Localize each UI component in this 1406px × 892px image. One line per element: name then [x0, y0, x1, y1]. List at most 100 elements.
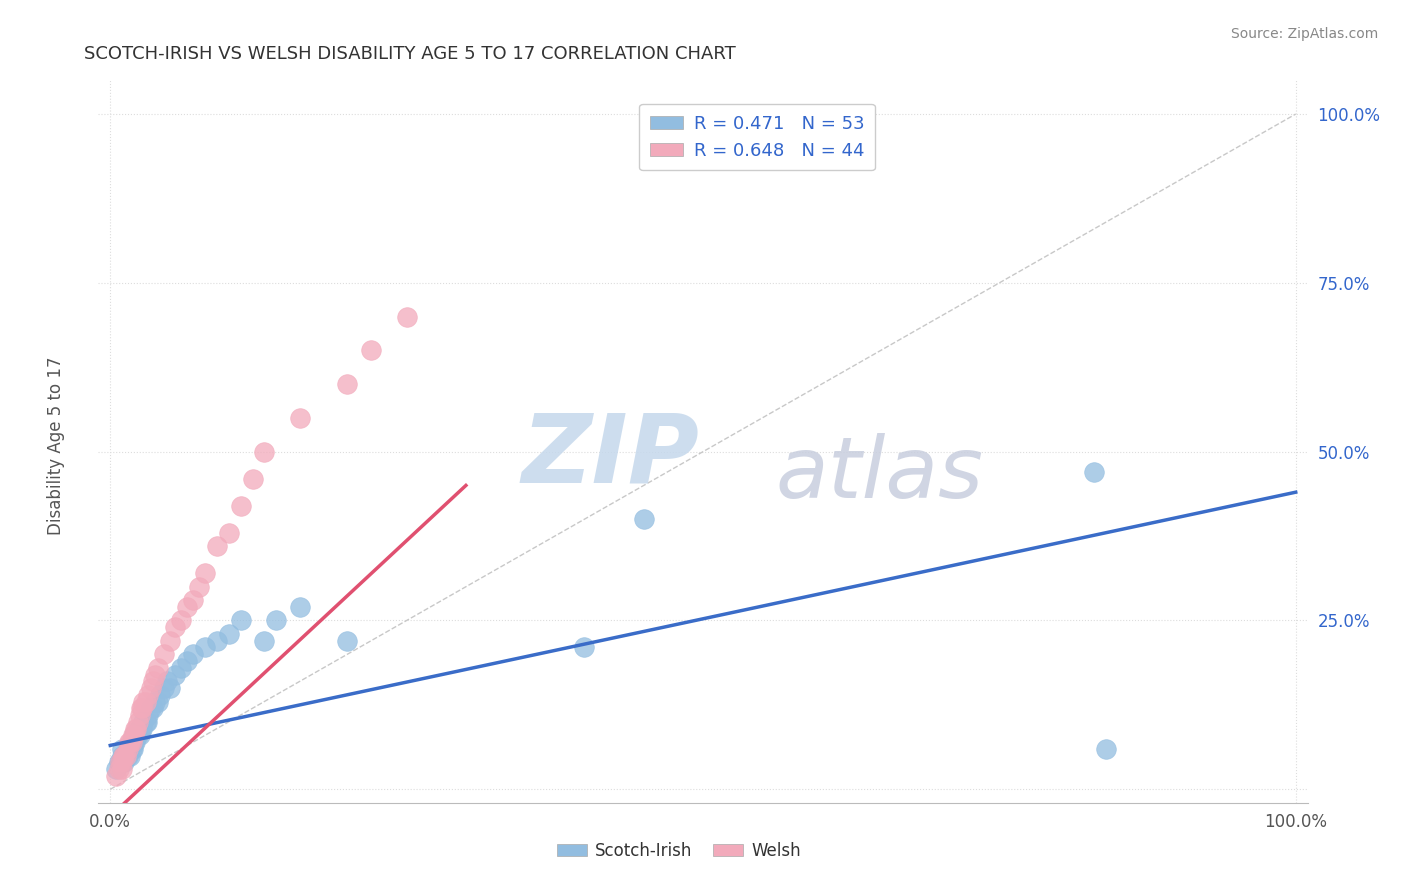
Point — [143, 694, 166, 708]
Point — [129, 728, 152, 742]
Point — [253, 444, 276, 458]
Point — [152, 681, 174, 695]
Point — [336, 633, 359, 648]
Point — [288, 411, 311, 425]
Point — [146, 694, 169, 708]
Point — [253, 633, 276, 648]
Point — [194, 640, 217, 655]
Point — [132, 694, 155, 708]
Point — [112, 748, 135, 763]
Point — [170, 661, 193, 675]
Point — [156, 674, 179, 689]
Point — [205, 539, 228, 553]
Point — [117, 741, 139, 756]
Point — [152, 647, 174, 661]
Point — [131, 701, 153, 715]
Point — [159, 681, 181, 695]
Point — [111, 756, 134, 770]
Point — [142, 701, 165, 715]
Point — [122, 728, 145, 742]
Point — [139, 701, 162, 715]
Point — [117, 741, 139, 756]
Point — [121, 735, 143, 749]
Point — [395, 310, 418, 324]
Text: Source: ZipAtlas.com: Source: ZipAtlas.com — [1230, 27, 1378, 41]
Point — [1083, 465, 1105, 479]
Point — [114, 748, 136, 763]
Point — [149, 688, 172, 702]
Point — [124, 722, 146, 736]
Point — [205, 633, 228, 648]
Point — [121, 735, 143, 749]
Point — [118, 735, 141, 749]
Point — [131, 722, 153, 736]
Point — [146, 661, 169, 675]
Point — [176, 654, 198, 668]
Point — [218, 525, 240, 540]
Point — [188, 580, 211, 594]
Point — [127, 714, 149, 729]
Point — [108, 756, 131, 770]
Point — [139, 681, 162, 695]
Point — [122, 735, 145, 749]
Point — [142, 674, 165, 689]
Point — [143, 667, 166, 681]
Point — [107, 756, 129, 770]
Text: ZIP: ZIP — [522, 409, 700, 502]
Point — [633, 512, 655, 526]
Point — [336, 377, 359, 392]
Point — [170, 614, 193, 628]
Point — [124, 735, 146, 749]
Point — [165, 620, 187, 634]
Point — [128, 722, 150, 736]
Point — [114, 748, 136, 763]
Point — [264, 614, 287, 628]
Point — [114, 748, 136, 763]
Point — [136, 688, 159, 702]
Point — [107, 762, 129, 776]
Point — [159, 633, 181, 648]
Point — [136, 714, 159, 729]
Point — [125, 722, 148, 736]
Legend: Scotch-Irish, Welsh: Scotch-Irish, Welsh — [550, 836, 807, 867]
Point — [181, 647, 204, 661]
Point — [121, 728, 143, 742]
Point — [132, 714, 155, 729]
Point — [129, 701, 152, 715]
Point — [111, 762, 134, 776]
Point — [229, 614, 252, 628]
Point — [114, 748, 136, 763]
Point — [181, 593, 204, 607]
Point — [121, 741, 143, 756]
Point — [108, 756, 131, 770]
Point — [194, 566, 217, 581]
Point — [229, 499, 252, 513]
Point — [111, 748, 134, 763]
Point — [111, 756, 134, 770]
Point — [120, 735, 142, 749]
Point — [1095, 741, 1118, 756]
Point — [136, 708, 159, 723]
Point — [218, 627, 240, 641]
Point — [118, 741, 141, 756]
Text: SCOTCH-IRISH VS WELSH DISABILITY AGE 5 TO 17 CORRELATION CHART: SCOTCH-IRISH VS WELSH DISABILITY AGE 5 T… — [84, 45, 737, 62]
Point — [176, 599, 198, 614]
Point — [129, 708, 152, 723]
Point — [242, 472, 264, 486]
Point — [125, 728, 148, 742]
Point — [135, 694, 157, 708]
Point — [165, 667, 187, 681]
Point — [122, 728, 145, 742]
Point — [114, 756, 136, 770]
Text: atlas: atlas — [776, 433, 984, 516]
Point — [111, 741, 134, 756]
Point — [574, 640, 596, 655]
Text: Disability Age 5 to 17: Disability Age 5 to 17 — [48, 357, 65, 535]
Point — [105, 762, 128, 776]
Point — [129, 722, 152, 736]
Point — [105, 769, 128, 783]
Point — [117, 748, 139, 763]
Point — [121, 741, 143, 756]
Point — [288, 599, 311, 614]
Point — [135, 714, 157, 729]
